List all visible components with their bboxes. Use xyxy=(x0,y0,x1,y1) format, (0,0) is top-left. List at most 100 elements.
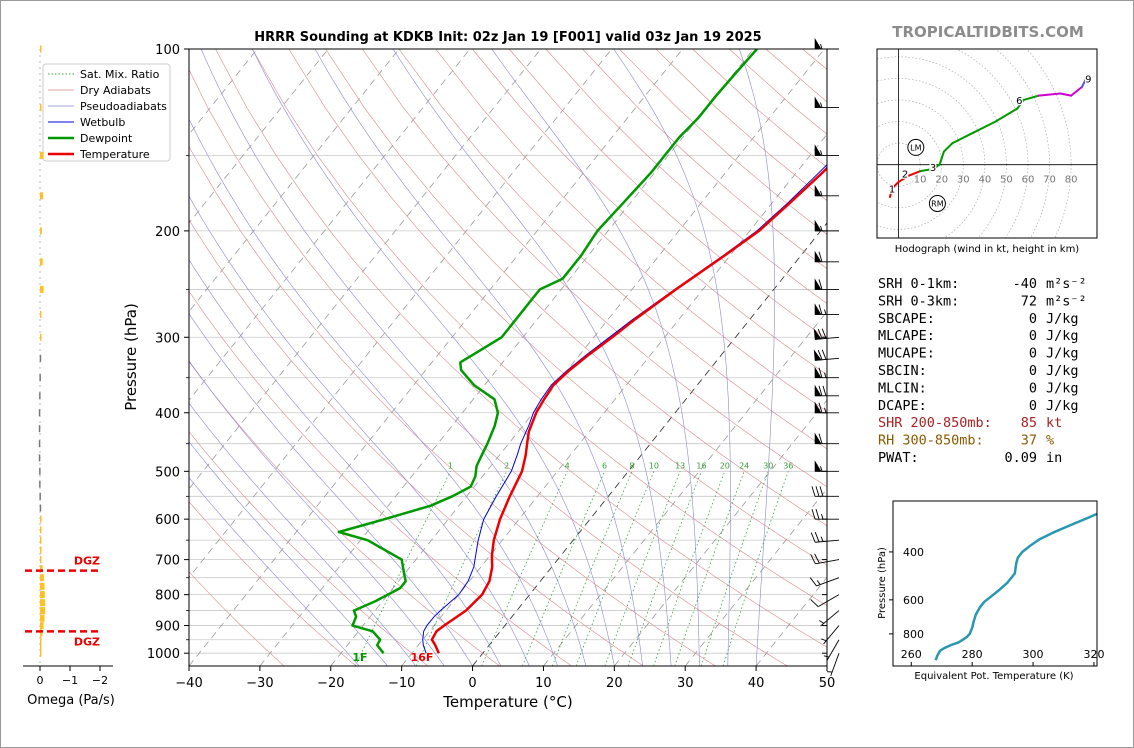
wind-barb-half xyxy=(820,536,824,542)
theta-e-y-tick-label: 800 xyxy=(903,628,924,641)
index-label: SBCAPE: xyxy=(878,311,935,327)
hodograph-ring-label: 50 xyxy=(1000,175,1013,186)
wind-barb-half xyxy=(820,466,823,472)
wind-barb-half xyxy=(820,225,823,232)
theta-e-frame xyxy=(892,500,1098,667)
hodograph-ring-label: 60 xyxy=(1022,175,1035,186)
hodograph-segment xyxy=(940,150,945,160)
dry-adiabat-line xyxy=(189,431,429,666)
index-value: 0 xyxy=(1029,363,1037,379)
omega-bar xyxy=(40,546,42,554)
wind-barb xyxy=(814,384,839,397)
pseudoadiabat-line xyxy=(739,49,775,666)
wind-barb-full xyxy=(818,367,823,378)
dry-adiabat-line xyxy=(913,49,1133,666)
mixing-ratio-label: 10 xyxy=(649,461,659,470)
wind-barb-full xyxy=(814,553,820,564)
theta-e-line xyxy=(934,512,1097,661)
y-tick-label: 500 xyxy=(155,465,180,480)
wind-barb xyxy=(810,594,840,608)
theta-e-x-tick-label: 320 xyxy=(1083,648,1104,661)
omega-bar xyxy=(40,629,43,637)
dry-adiabat-line xyxy=(288,49,827,566)
wind-barb xyxy=(814,460,839,472)
index-unit: J/kg xyxy=(1046,398,1079,414)
dry-adiabat-line xyxy=(325,49,827,526)
x-tick-label: 30 xyxy=(677,676,694,691)
index-unit: J/kg xyxy=(1046,363,1079,379)
dry-adiabat-line xyxy=(189,501,357,666)
skewt-x-axis-label: Temperature (°C) xyxy=(442,693,572,711)
index-unit: J/kg xyxy=(1046,346,1079,362)
wind-barb xyxy=(814,432,839,445)
hodograph-segment xyxy=(1037,92,1062,97)
pseudoadiabat-line xyxy=(392,49,672,666)
wind-barb-flag xyxy=(814,460,822,472)
legend-label: Dewpoint xyxy=(80,132,133,145)
index-label: SBCIN: xyxy=(878,363,927,379)
index-value: 0 xyxy=(1029,398,1037,414)
hodograph-height-label: 3 xyxy=(930,163,936,174)
omega-bar xyxy=(40,192,43,200)
theta-e-plot xyxy=(934,512,1097,661)
omega-bar xyxy=(40,104,42,112)
wind-barb-flag xyxy=(814,401,822,414)
hodograph-segment xyxy=(973,120,997,134)
hodograph-segment xyxy=(994,107,1019,123)
dry-adiabat-line xyxy=(189,361,500,666)
storm-motion-label: LM xyxy=(910,143,921,152)
index-unit: J/kg xyxy=(1046,311,1079,327)
dry-adiabat-line xyxy=(251,49,827,607)
wind-barb-flag xyxy=(814,250,822,263)
mixing-ratio-label: 2 xyxy=(504,461,509,470)
wind-barb-full xyxy=(815,486,820,497)
x-tick-label: 50 xyxy=(819,676,836,691)
pseudoadiabat-line xyxy=(314,49,643,666)
isotherm-line xyxy=(543,310,827,666)
wind-barb xyxy=(814,37,839,50)
hodograph-height-label: 6 xyxy=(1016,96,1022,107)
wind-barb-full xyxy=(818,279,823,290)
legend-label: Dry Adiabats xyxy=(80,84,151,97)
dry-adiabat-line xyxy=(215,49,827,648)
omega-bar xyxy=(40,310,42,318)
storm-motion-label: RM xyxy=(931,199,944,208)
omega-panel: 0 −1 −2 DGZ DGZ xyxy=(23,45,113,687)
mixing-ratio-line xyxy=(604,471,681,666)
index-value: 0.09 xyxy=(1004,450,1037,466)
wind-barb-half xyxy=(820,190,823,196)
storm-motion-marker xyxy=(928,194,946,212)
index-label: MLCAPE: xyxy=(878,328,935,344)
mixing-ratio-line xyxy=(653,471,726,666)
omega-bar xyxy=(40,614,45,622)
wind-barb-half xyxy=(820,150,823,156)
wind-barb-flag xyxy=(814,366,822,379)
wind-barb-full xyxy=(822,385,827,396)
wind-barb xyxy=(813,328,840,340)
wind-barb-full xyxy=(811,486,816,497)
omega-bar xyxy=(39,392,41,400)
wind-barb xyxy=(819,610,840,627)
hodograph-segment xyxy=(1016,98,1025,110)
y-tick-label: 600 xyxy=(155,513,180,528)
omega-bar xyxy=(40,622,44,630)
omega-bar xyxy=(38,425,41,433)
wind-barb-full xyxy=(818,433,823,444)
mixing-ratio-line xyxy=(700,471,769,666)
wind-barb-full xyxy=(819,486,824,497)
hodograph-ring-label: 10 xyxy=(914,175,927,186)
mixing-ratio-line xyxy=(481,471,568,666)
mixing-ratio-line xyxy=(674,471,745,666)
chart-title: HRRR Sounding at KDKB Init: 02z Jan 19 [… xyxy=(254,30,761,45)
index-unit: in xyxy=(1046,450,1062,466)
wind-barb-half xyxy=(824,407,827,413)
y-tick-label: 200 xyxy=(155,225,180,240)
x-tick-label: −20 xyxy=(317,676,344,691)
wind-barb-full xyxy=(818,304,823,315)
hodograph-ring-label: 70 xyxy=(1043,175,1056,186)
omega-bar xyxy=(40,599,46,607)
x-tick-label: 10 xyxy=(535,676,552,691)
pseudoadiabat-line xyxy=(189,441,388,666)
